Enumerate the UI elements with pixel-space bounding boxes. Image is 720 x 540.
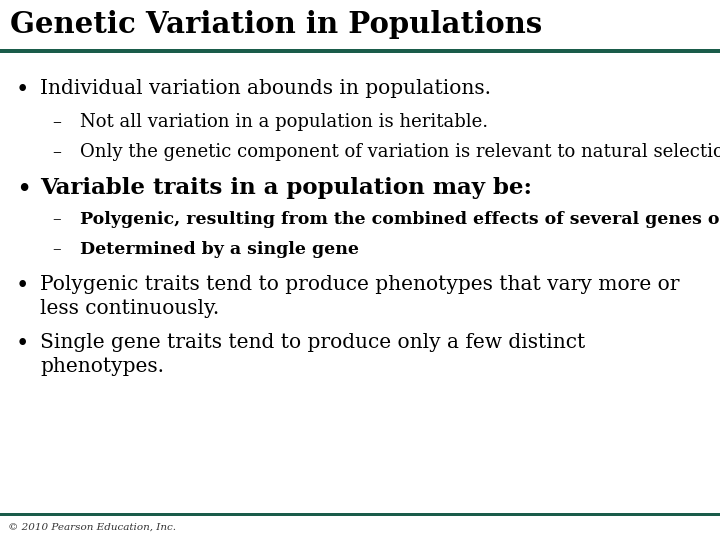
Text: –: – xyxy=(52,113,61,131)
Text: Variable traits in a population may be:: Variable traits in a population may be: xyxy=(40,177,532,199)
Text: •: • xyxy=(16,275,30,297)
Text: Only the genetic component of variation is relevant to natural selection.: Only the genetic component of variation … xyxy=(80,143,720,161)
Text: Polygenic traits tend to produce phenotypes that vary more or
less continuously.: Polygenic traits tend to produce phenoty… xyxy=(40,275,680,318)
Text: Polygenic, resulting from the combined effects of several genes or: Polygenic, resulting from the combined e… xyxy=(80,211,720,228)
Text: •: • xyxy=(16,177,31,202)
Text: –: – xyxy=(52,241,60,258)
Text: Genetic Variation in Populations: Genetic Variation in Populations xyxy=(10,10,542,39)
Text: –: – xyxy=(52,211,60,228)
Text: Individual variation abounds in populations.: Individual variation abounds in populati… xyxy=(40,79,491,98)
Bar xyxy=(0,49,720,53)
Bar xyxy=(0,513,720,516)
Text: •: • xyxy=(16,333,30,355)
Text: –: – xyxy=(52,143,61,161)
Text: Determined by a single gene: Determined by a single gene xyxy=(80,241,359,258)
Text: •: • xyxy=(16,79,30,101)
Text: Not all variation in a population is heritable.: Not all variation in a population is her… xyxy=(80,113,488,131)
Text: © 2010 Pearson Education, Inc.: © 2010 Pearson Education, Inc. xyxy=(8,523,176,532)
Text: Single gene traits tend to produce only a few distinct
phenotypes.: Single gene traits tend to produce only … xyxy=(40,333,585,376)
